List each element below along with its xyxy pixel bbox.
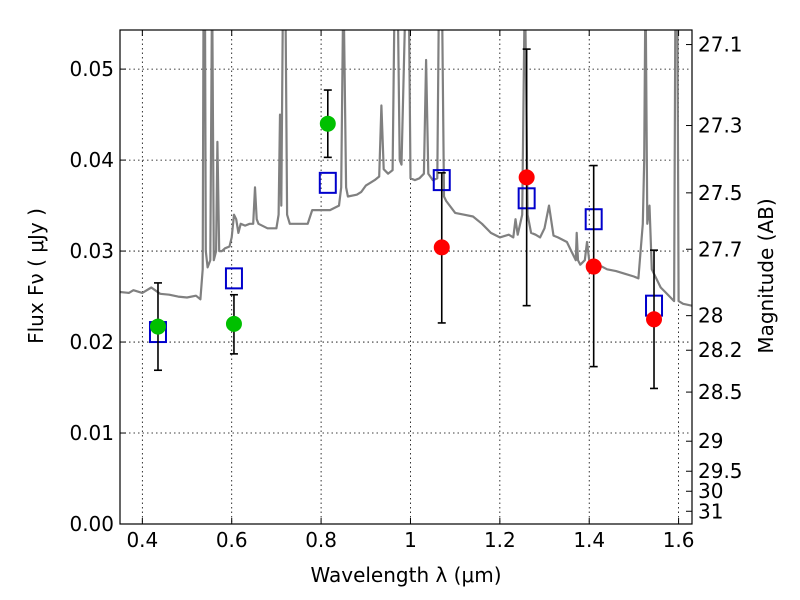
right-tick-label: 29 [698, 429, 723, 453]
y-axis-title: Flux Fν ( μJy ) [24, 208, 48, 344]
observed-flux-point [149, 318, 166, 335]
right-tick-label: 28 [698, 304, 723, 328]
right-tick-label: 28.2 [698, 338, 743, 362]
series-layer [120, 30, 692, 307]
observed-flux-point [518, 169, 535, 186]
observed-flux-point [433, 239, 450, 256]
right-tick-label: 30 [698, 479, 723, 503]
right-tick-label: 27.7 [698, 237, 743, 261]
y-tick-label: 0.01 [69, 421, 114, 445]
right-tick-label: 27.1 [698, 33, 743, 57]
right-tick-label: 28.5 [698, 380, 743, 404]
y-tick-label: 0.04 [69, 148, 114, 172]
ticks: 0.4 0.6 0.8 1 1.2 1.4 1.6 0.00 0.01 0.02 0.03 0.04 0… [69, 30, 743, 552]
observed-flux-point [319, 115, 336, 132]
x-tick-label: 0.8 [305, 528, 337, 552]
right-tick-label: 29.5 [698, 459, 743, 483]
x-tick-label: 1 [404, 528, 417, 552]
model-flux-square [224, 267, 243, 290]
x-tick-label: 1.4 [573, 528, 605, 552]
right-tick-label: 27.5 [698, 181, 743, 205]
observed-flux-point [225, 315, 242, 332]
x-axis-title: Wavelength λ (μm) [310, 563, 501, 587]
template-spectrum-line [120, 30, 692, 307]
x-tick-label: 0.6 [216, 528, 248, 552]
y-tick-label: 0.00 [69, 512, 114, 536]
x-tick-label: 0.4 [126, 528, 158, 552]
right-tick-label: 31 [698, 499, 723, 523]
y-tick-label: 0.02 [69, 330, 114, 354]
x-tick-label: 1.6 [663, 528, 695, 552]
observed-flux-point [646, 311, 663, 328]
plot-frame [119, 29, 693, 525]
y-tick-label: 0.03 [69, 239, 114, 263]
right-tick-label: 27.3 [698, 114, 743, 138]
observed-flux-point [585, 258, 602, 275]
right-axis-title: Magnitude (AB) [754, 198, 778, 353]
y-tick-label: 0.05 [69, 57, 114, 81]
x-tick-label: 1.2 [484, 528, 516, 552]
marker-layer [148, 48, 664, 390]
model-flux-square [318, 171, 337, 194]
